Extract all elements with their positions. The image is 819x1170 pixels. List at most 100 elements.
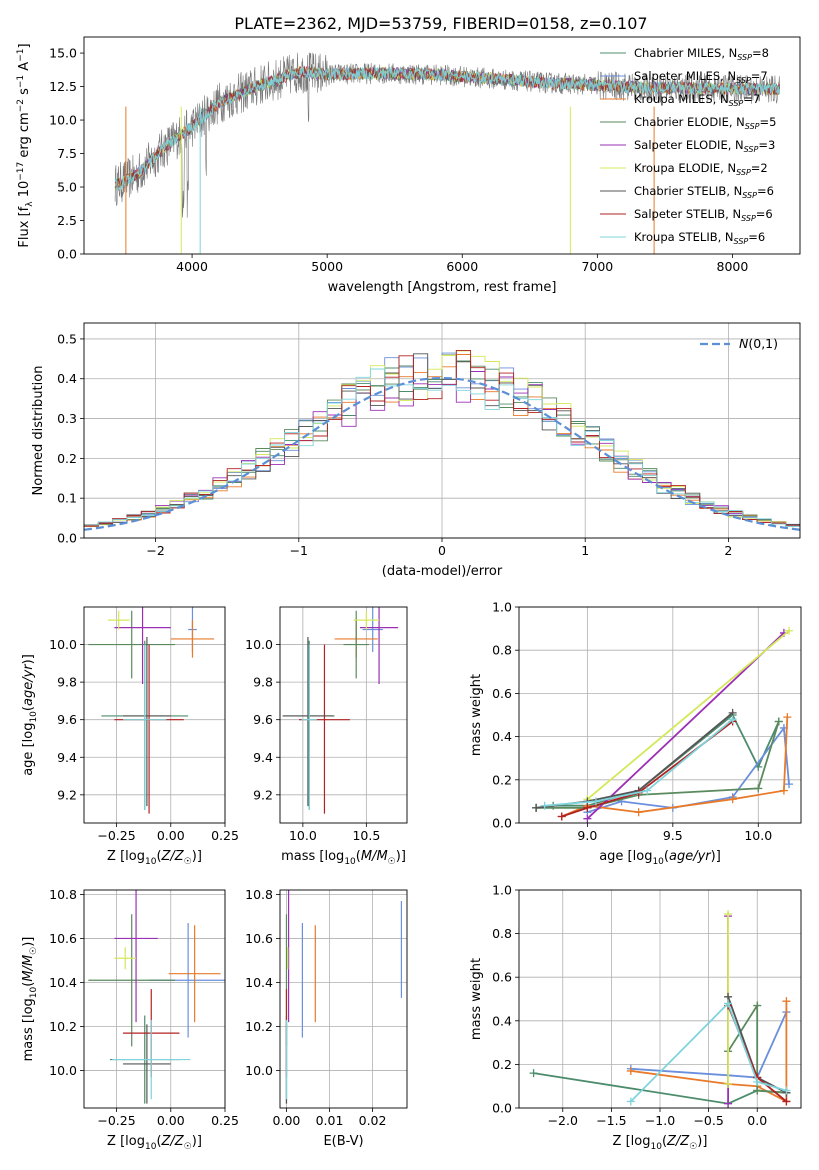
y-tick-label: 0.0 <box>57 531 77 546</box>
y-tick-label: 1.0 <box>492 600 512 615</box>
x-axis-label: mass [log10(M/M☉)] <box>281 849 406 867</box>
label-part: 10 <box>29 986 39 998</box>
label-part: log <box>125 849 145 864</box>
y-tick-label: 0.2 <box>57 451 77 466</box>
axes-frame <box>83 36 801 255</box>
y-tick-label: 10.8 <box>49 887 77 902</box>
legend-entry-label: Salpeter ELODIE, NSSP=3 <box>634 138 775 154</box>
plot-area-residuals <box>84 349 800 531</box>
y-axis-label: mass weight <box>469 674 484 756</box>
y-tick-label: 10.8 <box>245 887 273 902</box>
label-part: 10 <box>344 857 356 867</box>
x-tick-label: −0.25 <box>97 828 135 843</box>
legend-text: Chabrier ELODIE, N <box>634 115 745 129</box>
y-tick-label: 0.4 <box>57 371 77 386</box>
label-part: Normed distribution <box>31 366 46 496</box>
label-part: ☉ <box>388 857 396 867</box>
label-part: ] <box>401 849 406 864</box>
y-tick-label: 0.0 <box>492 816 512 831</box>
legend-count: =6 <box>756 207 773 221</box>
x-tick-label: 9.0 <box>577 828 597 843</box>
label-part: Z/Z <box>161 1134 185 1149</box>
label-part: log <box>633 849 653 864</box>
label-part: mass weight <box>469 674 484 756</box>
panel-mass_vs_EBV: 0.00 0.01 0.02 10.0 10.2 10.4 10.6 10.8 E(B-V) <box>245 887 408 1149</box>
x-tick-label: 10.0 <box>744 828 772 843</box>
legend-sub: SSP <box>736 168 751 177</box>
legend-entry-label: Chabrier STELIB, NSSP=6 <box>634 184 774 200</box>
legend-text: Salpeter STELIB, N <box>634 207 741 221</box>
x-tick-label: 1 <box>581 543 589 558</box>
mass-weight-line <box>727 1002 787 1094</box>
label-part: mass [ <box>21 1018 36 1061</box>
axes-frame <box>83 606 226 824</box>
y-tick-label: 0.2 <box>492 772 512 787</box>
y-tick-label: 9.6 <box>253 712 273 727</box>
legend-sub: SSP <box>742 191 757 200</box>
panel-weight_vs_Z: −2.0 −1.5 −1.0 −0.5 0.0 0.0 0.2 0.4 0.6 0.8 1.0 Z [… <box>469 883 802 1152</box>
legend-entry-label: Kroupa STELIB, NSSP=6 <box>634 230 765 246</box>
label-part: ) <box>711 849 716 864</box>
mass-weight-marker <box>785 780 794 789</box>
label-part: Flux [f <box>17 206 32 247</box>
legend-text: Kroupa STELIB, N <box>634 230 734 244</box>
mass-weight-line <box>544 718 734 807</box>
mass-weight-line <box>586 632 785 820</box>
y-tick-label: 9.2 <box>57 787 77 802</box>
mass-weight-marker <box>728 715 737 724</box>
x-tick-label: 0.25 <box>211 1113 239 1128</box>
plot-area-mass_vs_EBV <box>285 890 403 1104</box>
legend-count: =6 <box>757 184 774 198</box>
mass-weight-line <box>586 630 790 800</box>
y-tick-label: 7.5 <box>57 146 77 161</box>
x-tick-label: 10.5 <box>352 828 380 843</box>
mass-weight-marker <box>753 1086 762 1095</box>
axes-frame <box>83 889 226 1109</box>
y-tick-label: 10.0 <box>49 637 77 652</box>
legend-count: =8 <box>752 46 769 60</box>
label-part: ] <box>197 849 202 864</box>
legend-sub: SSP <box>744 145 759 154</box>
y-tick-label: 10.6 <box>245 931 273 946</box>
mass-weight-marker <box>583 803 592 812</box>
label-part: wavelength [Angstrom, rest frame] <box>328 280 557 295</box>
legend-count: =6 <box>748 230 765 244</box>
label-part: M/M <box>21 955 36 982</box>
panel-age_vs_Z: −0.25 0.00 0.259.29.49.69.810.0Z [log10(Z/… <box>21 606 239 867</box>
label-part: −1 <box>16 49 26 62</box>
x-tick-label: 7000 <box>581 259 613 274</box>
y-tick-label: 0.5 <box>57 331 77 346</box>
x-axis-label: Z [log10(Z/Z☉)] <box>613 1134 708 1152</box>
y-tick-label: 0.2 <box>492 1057 512 1072</box>
label-part: s <box>17 88 32 99</box>
label-part: ( <box>664 849 669 864</box>
y-tick-label: 10.6 <box>49 931 77 946</box>
label-part: age/yr <box>21 663 36 706</box>
legend-text: N <box>739 336 749 351</box>
mass-weight-marker <box>783 713 792 722</box>
label-part: Z/Z <box>666 1134 690 1149</box>
legend-count: =7 <box>743 92 760 106</box>
y-tick-label: 0.4 <box>492 729 512 744</box>
panel-weight_vs_age: 9.0 9.5 10.0 0.0 0.2 0.4 0.6 0.8 1.0 age [log10(a… <box>469 600 802 867</box>
legend-entry-label: Chabrier MILES, NSSP=8 <box>634 46 769 62</box>
x-axis-label: wavelength [Angstrom, rest frame] <box>328 280 557 295</box>
label-part: 10 <box>652 857 664 867</box>
label-part: log <box>21 723 36 743</box>
y-tick-label: 0.0 <box>57 247 77 262</box>
y-axis-label: Normed distribution <box>31 366 46 496</box>
y-tick-label: 5.0 <box>57 180 77 195</box>
legend-sub: SSP <box>729 99 744 108</box>
label-part: Z/Z <box>161 849 185 864</box>
y-tick-label: 0.6 <box>492 970 512 985</box>
plot-area-spectrum <box>114 52 781 254</box>
label-part: ☉ <box>184 857 192 867</box>
legend-entry-label: Salpeter STELIB, NSSP=6 <box>634 207 773 223</box>
legend-entry-label: Kroupa ELODIE, NSSP=2 <box>634 161 768 177</box>
label-part: 10 <box>650 1142 662 1152</box>
mass-weight-marker <box>626 1066 635 1075</box>
axes-frame <box>279 606 408 824</box>
mass-weight-marker <box>583 814 592 823</box>
mass-weight-marker <box>532 803 541 812</box>
